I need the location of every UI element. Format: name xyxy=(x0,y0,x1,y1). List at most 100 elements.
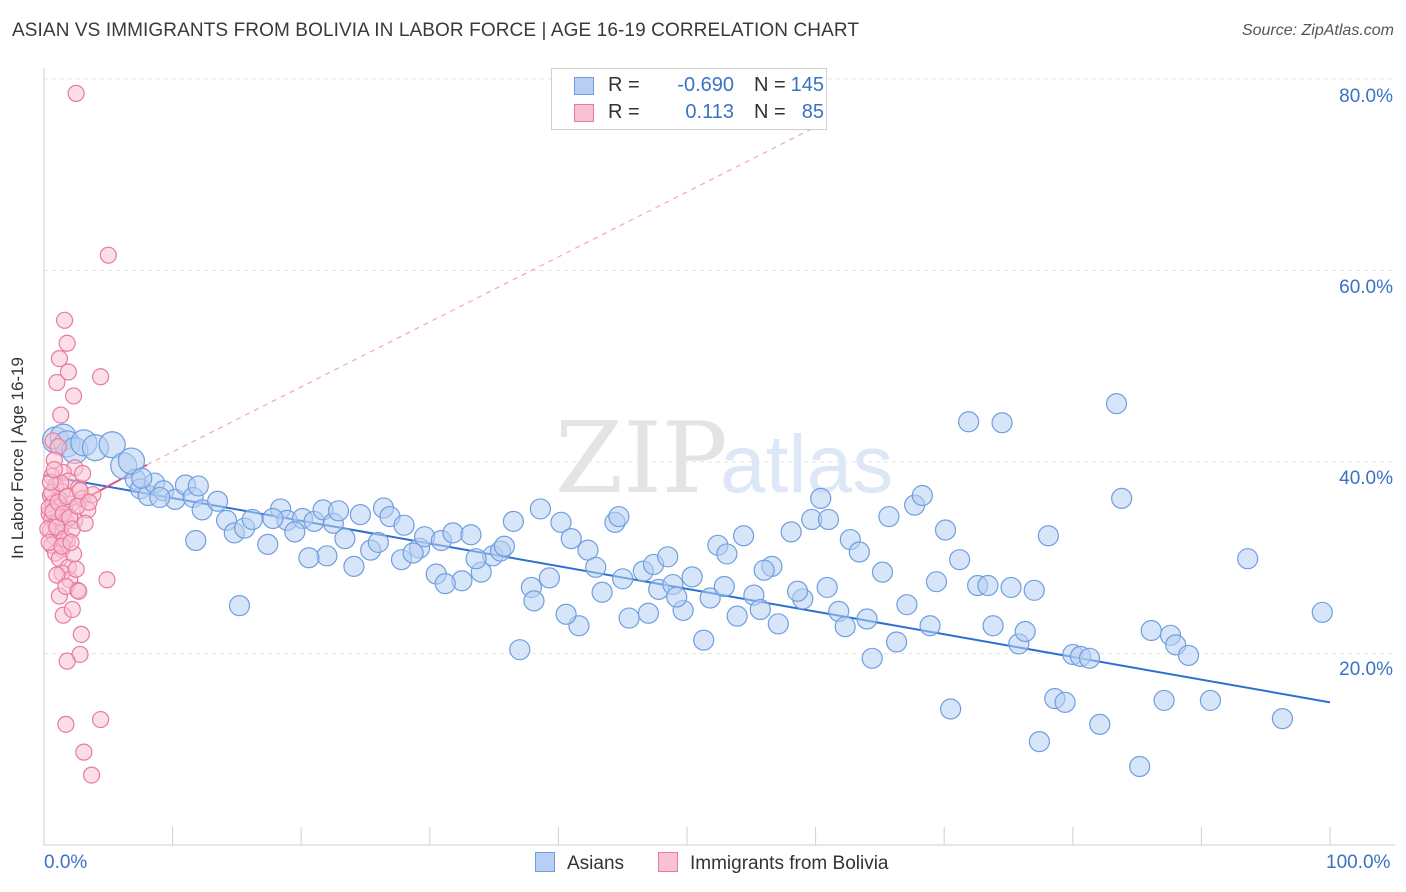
bolivia-point xyxy=(75,743,93,761)
asians-point xyxy=(393,514,415,536)
asians-point xyxy=(861,647,883,669)
n-value: 85 xyxy=(801,101,824,123)
asians-point xyxy=(1014,620,1036,643)
n-value: 145 xyxy=(790,74,824,96)
bolivia-point xyxy=(59,363,78,381)
asians-point xyxy=(187,475,209,497)
asians-point xyxy=(131,467,153,489)
bolivia-legend-swatch xyxy=(658,852,678,872)
asians-point xyxy=(1237,548,1259,570)
asians-point xyxy=(940,698,962,720)
asians-point xyxy=(949,549,971,571)
asians-point xyxy=(1177,644,1200,667)
bolivia-point xyxy=(62,533,80,552)
asians-point xyxy=(1023,579,1045,601)
bolivia-point xyxy=(72,625,90,643)
asians-point xyxy=(585,556,607,578)
x-tick-label-100: 100.0% xyxy=(1326,852,1391,873)
asians-point xyxy=(185,529,207,552)
asians-point xyxy=(608,505,630,528)
bolivia-point xyxy=(73,464,92,483)
asians-point xyxy=(529,498,551,520)
asians-point xyxy=(848,541,870,563)
x-tick-label-0: 0.0% xyxy=(44,852,88,873)
asians-point xyxy=(1140,619,1162,642)
bolivia-point xyxy=(48,566,66,584)
asians-point xyxy=(402,542,424,564)
bolivia-point xyxy=(82,766,101,784)
bolivia-point xyxy=(67,560,85,578)
asians-point xyxy=(98,431,126,459)
asians-point xyxy=(657,546,679,568)
bolivia-point xyxy=(80,493,98,511)
asians-point xyxy=(460,524,482,546)
asians-point xyxy=(560,527,582,550)
asians-point xyxy=(1111,487,1133,509)
bolivia-swatch xyxy=(574,104,594,122)
y-tick-label-80: 80.0% xyxy=(1339,86,1393,107)
asians-point xyxy=(523,590,545,612)
asians-point xyxy=(550,511,572,533)
asians-point xyxy=(810,487,832,509)
asians-point xyxy=(726,605,748,627)
asians-point xyxy=(442,522,464,544)
watermark-zip: ZIP xyxy=(555,402,728,516)
asians-point xyxy=(767,613,789,635)
asians-point xyxy=(693,629,715,651)
asians-point xyxy=(925,571,948,593)
asians-point xyxy=(1000,576,1022,599)
bolivia-point xyxy=(52,406,70,424)
asians-point xyxy=(886,631,908,653)
asians-point xyxy=(502,510,524,532)
asians-point xyxy=(871,561,894,583)
asians-point xyxy=(618,607,640,629)
asians-point xyxy=(228,595,251,617)
asians-point xyxy=(732,525,755,547)
asians-point xyxy=(327,500,350,522)
asians-point xyxy=(1129,755,1151,778)
asians-point xyxy=(149,486,171,509)
asians-point xyxy=(713,575,735,598)
asians-point xyxy=(349,504,371,526)
n-label: N = xyxy=(754,101,786,123)
bolivia-point xyxy=(57,715,75,733)
asians-point xyxy=(834,616,856,638)
bolivia-legend-label: Immigrants from Bolivia xyxy=(690,853,889,874)
asians-point xyxy=(749,598,771,621)
asians-point xyxy=(1153,689,1175,712)
bolivia-point xyxy=(50,349,69,368)
asians-point xyxy=(934,519,957,541)
asians-point xyxy=(257,533,279,555)
asians-point xyxy=(681,566,703,588)
bolivia-point xyxy=(48,373,66,392)
chart-title: ASIAN VS IMMIGRANTS FROM BOLIVIA IN LABO… xyxy=(12,20,860,41)
source-label: Source: ZipAtlas.com xyxy=(1241,22,1394,39)
asians-point xyxy=(878,505,900,528)
asians-point xyxy=(434,573,456,595)
bolivia-point xyxy=(67,84,85,102)
axes xyxy=(43,68,1395,846)
bolivia-point xyxy=(91,710,110,729)
asians-point xyxy=(465,548,487,570)
asians-point xyxy=(1078,647,1101,669)
bolivia-point xyxy=(91,368,110,386)
asians-point xyxy=(753,559,775,581)
asians-point xyxy=(1037,525,1059,547)
asians-point xyxy=(1028,730,1050,753)
bolivia-point xyxy=(71,482,89,500)
watermark-atlas: atlas xyxy=(720,419,893,510)
asians-point xyxy=(262,507,284,530)
legend-item-bolivia: Immigrants from Bolivia xyxy=(658,852,889,875)
asians-point xyxy=(958,411,980,433)
bolivia-point xyxy=(98,571,116,589)
asians-point xyxy=(591,581,613,603)
asians-point xyxy=(982,615,1004,637)
asians-point xyxy=(1271,708,1294,730)
bolivia-point xyxy=(99,246,117,264)
asians-legend-swatch xyxy=(535,852,555,872)
asians-swatch xyxy=(574,77,594,95)
asians-legend-label: Asians xyxy=(567,853,625,874)
asians-points xyxy=(41,392,1333,778)
r-label: R = xyxy=(608,101,640,123)
